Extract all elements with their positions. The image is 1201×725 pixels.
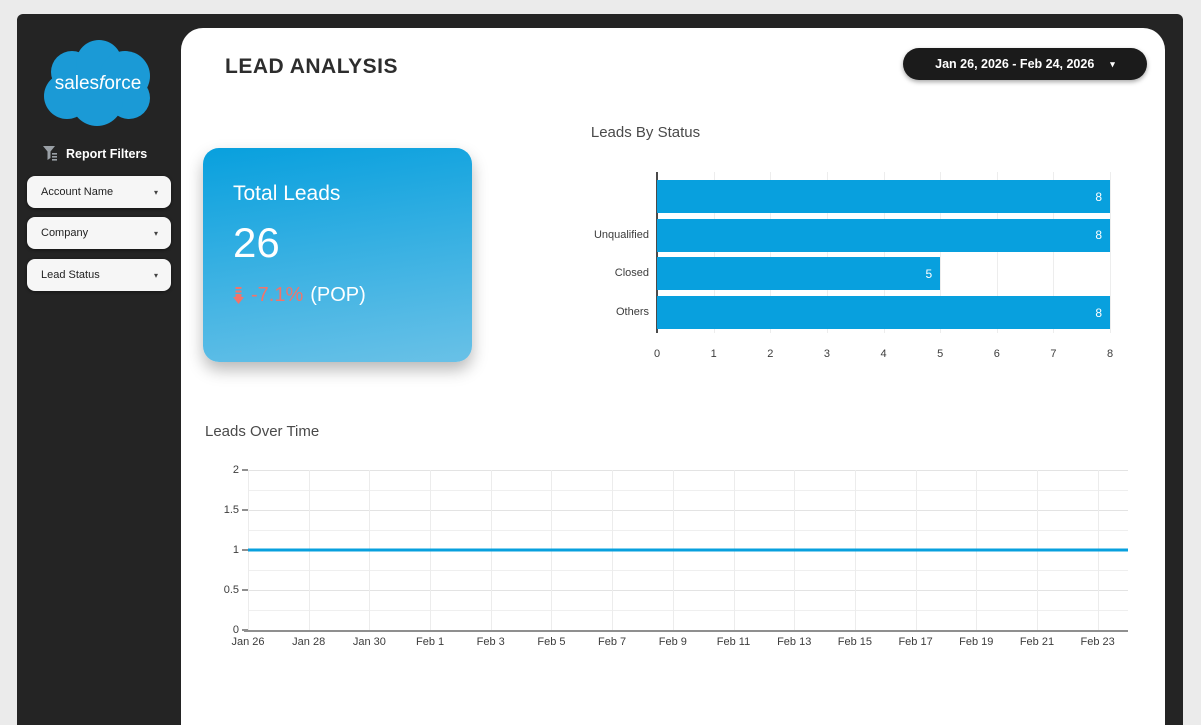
x-tick-label: Feb 9	[658, 636, 687, 648]
bar-value-label: 8	[1095, 189, 1102, 204]
filter-dropdown-account-name[interactable]: Account Name ▾	[27, 176, 171, 208]
bar-Closed[interactable]: 5	[657, 257, 941, 291]
x-tick-label: Feb 1	[415, 636, 445, 648]
y-tick-mark	[242, 549, 248, 551]
x-tick-label: Jan 30	[352, 636, 386, 648]
x-tick-label: Feb 13	[777, 636, 812, 648]
chart-title: Leads By Status	[590, 124, 701, 141]
gridline	[883, 172, 885, 333]
main-content: LEAD ANALYSIS Jan 26, 2026 - Feb 24, 202…	[181, 28, 1165, 725]
x-tick-label: Feb 17	[898, 636, 933, 648]
x-tick-label: 0	[653, 348, 661, 360]
sidebar: salesforce Report Filters Account Name ▾…	[17, 14, 181, 725]
y-tick-label: 1.5	[223, 504, 239, 516]
x-tick-label: 7	[1050, 348, 1057, 360]
bar-value-label: 8	[1095, 228, 1102, 243]
bar-blank[interactable]: 8	[657, 180, 1110, 213]
x-axis-line	[244, 630, 1128, 632]
kpi-delta-value: -7.1%	[251, 284, 304, 306]
x-tick-label: Feb 23	[1080, 636, 1115, 648]
bar-value-label: 8	[1095, 305, 1102, 320]
y-tick-label: 0.5	[223, 584, 239, 596]
total-leads-card: Total Leads 26 -7.1% (POP)	[203, 148, 472, 362]
bar-value-label: 5	[925, 266, 933, 281]
x-tick-label: Feb 21	[1019, 636, 1055, 648]
leads-series-line	[248, 548, 1128, 552]
x-tick-label: 2	[767, 348, 774, 360]
kpi-delta-suffix: (POP)	[310, 284, 366, 306]
filter-dropdown-company[interactable]: Company ▾	[27, 217, 171, 249]
category-label: Closed	[614, 267, 649, 280]
date-range-dropdown[interactable]: Jan 26, 2026 - Feb 24, 2026 ▾	[903, 48, 1147, 80]
leads-over-time-chart: Leads Over Time 0 0.5 1 1.5 2 Jan 26 Jan 28 Ja…	[181, 418, 1165, 668]
gridline	[248, 530, 1128, 531]
filter-label: Company	[41, 227, 89, 239]
x-tick-label: Feb 15	[837, 636, 873, 648]
y-axis-line	[656, 172, 658, 333]
filter-label: Account Name	[41, 186, 114, 198]
y-tick-mark	[242, 509, 248, 511]
y-tick-mark	[242, 469, 248, 471]
chevron-down-icon: ▾	[153, 228, 158, 238]
gridline	[1110, 172, 1111, 333]
x-tick-label: 3	[823, 348, 830, 360]
x-tick-label: Feb 3	[476, 636, 505, 648]
salesforce-logo: salesforce	[44, 40, 150, 126]
x-tick-label: 6	[993, 348, 1000, 360]
x-tick-label: Jan 28	[292, 636, 326, 648]
line-chart-plot-area	[248, 470, 1128, 630]
filter-dropdown-lead-status[interactable]: Lead Status ▾	[27, 259, 171, 291]
gridline	[1053, 172, 1055, 333]
gridline	[248, 570, 1128, 571]
gridline	[248, 610, 1128, 611]
x-tick-label: 8	[1106, 348, 1114, 360]
salesforce-logo-text: salesforce	[55, 73, 142, 94]
y-tick-label: 0	[232, 624, 239, 636]
bar-Unqualified[interactable]: 8	[657, 218, 1110, 252]
x-tick-label: Jan 26	[231, 636, 265, 648]
chart-title: Leads Over Time	[205, 423, 320, 440]
x-tick-label: Feb 5	[537, 636, 566, 648]
report-filters-label: Report Filters	[66, 146, 148, 161]
chevron-down-icon: ▾	[153, 270, 158, 280]
chevron-down-icon: ▾	[153, 187, 158, 197]
chevron-down-icon: ▾	[1110, 58, 1115, 69]
app-window: salesforce Report Filters Account Name ▾…	[17, 14, 1183, 725]
gridline	[940, 172, 942, 333]
gridline	[248, 590, 1128, 591]
gridline	[248, 510, 1128, 511]
x-tick-label: Feb 11	[716, 636, 751, 648]
x-tick-label: 5	[937, 348, 944, 360]
trend-down-arrow-icon	[233, 287, 244, 304]
x-tick-label: Feb 19	[959, 636, 994, 648]
filter-funnel-icon	[43, 146, 57, 161]
gridline	[248, 470, 1128, 471]
y-tick-label: 2	[232, 464, 239, 476]
x-tick-label: Feb 7	[598, 636, 627, 648]
filter-label: Lead Status	[41, 269, 100, 281]
page-title: LEAD ANALYSIS	[225, 55, 398, 78]
bar-chart-plot-area: 8 8 5 8	[656, 172, 1111, 333]
leads-by-status-chart: Leads By Status 8 8 5 8 Unqualified Closed Ot…	[181, 118, 1113, 378]
date-range-label: Jan 26, 2026 - Feb 24, 2026	[935, 57, 1095, 71]
category-label: Others	[615, 306, 649, 319]
gridline	[713, 172, 715, 333]
y-tick-mark	[242, 589, 248, 591]
gridline	[826, 172, 828, 333]
kpi-title: Total Leads	[233, 182, 341, 205]
category-label: Unqualified	[593, 228, 649, 241]
kpi-delta-row: -7.1% (POP)	[233, 284, 442, 307]
gridline	[996, 172, 998, 333]
kpi-value: 26	[233, 219, 280, 266]
report-filters-header: Report Filters	[43, 146, 163, 161]
x-tick-label: 1	[710, 348, 717, 360]
y-tick-mark	[242, 629, 248, 631]
bar-Others[interactable]: 8	[657, 296, 1110, 330]
y-tick-label: 1	[232, 544, 239, 556]
gridline	[770, 172, 772, 333]
gridline	[248, 490, 1128, 491]
x-tick-label: 4	[880, 348, 887, 360]
